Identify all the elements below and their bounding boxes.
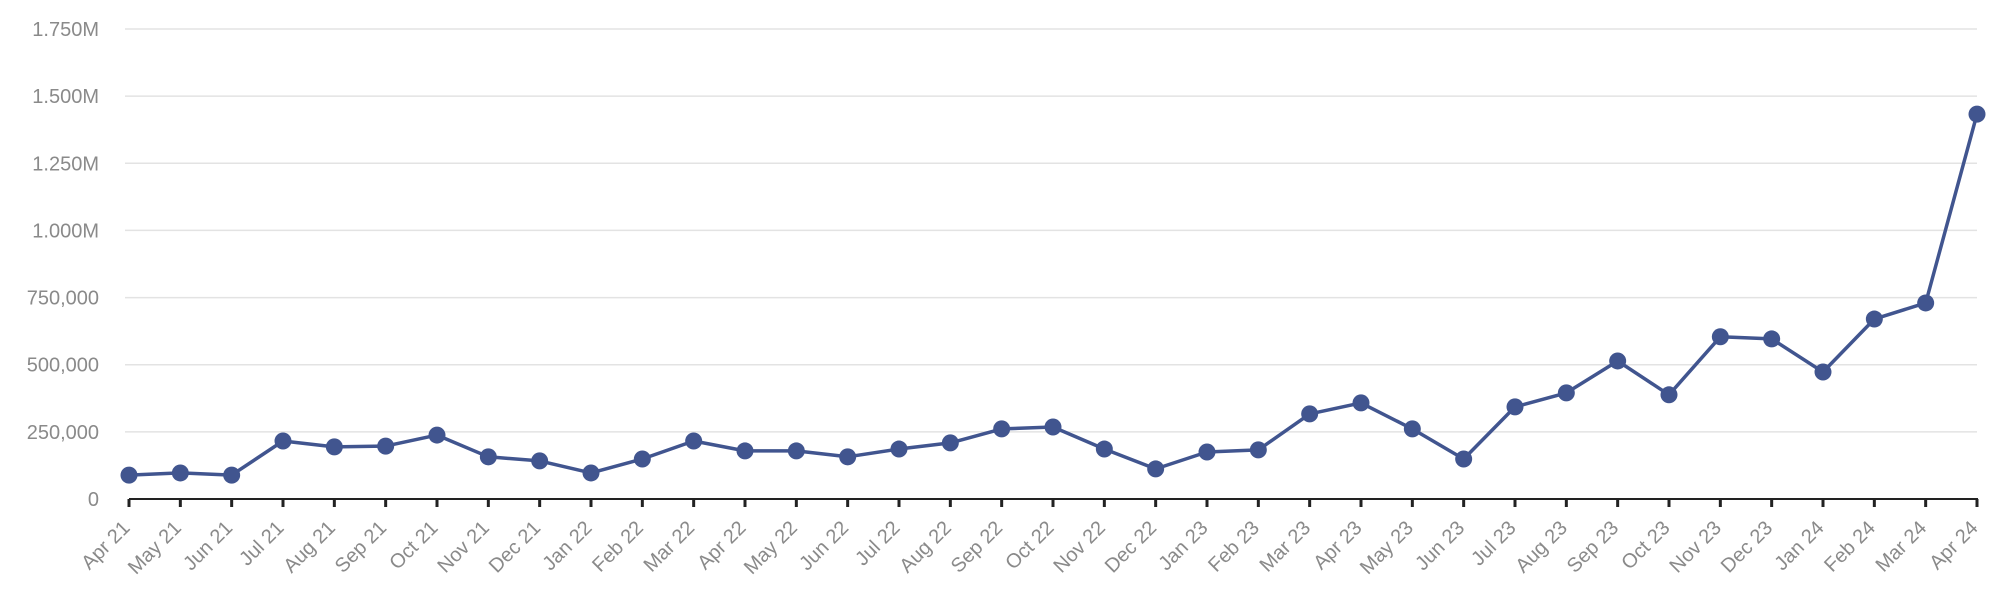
data-point[interactable] — [120, 466, 138, 484]
x-tick-label: Nov 23 — [1665, 517, 1725, 577]
data-point[interactable] — [1044, 418, 1062, 436]
data-point[interactable] — [325, 438, 343, 456]
y-tick-label: 1.000M — [32, 220, 99, 242]
data-point[interactable] — [1814, 363, 1832, 381]
x-tick-label: Jun 23 — [1411, 517, 1469, 575]
data-point[interactable] — [1968, 105, 1986, 123]
x-tick-label: Sep 22 — [947, 517, 1007, 577]
x-tick-label: Oct 23 — [1617, 517, 1674, 574]
data-point[interactable] — [633, 450, 651, 468]
data-point[interactable] — [1711, 328, 1729, 346]
data-point[interactable] — [736, 442, 754, 460]
data-point[interactable] — [428, 426, 446, 444]
data-point[interactable] — [1763, 330, 1781, 348]
x-tick-label: May 22 — [740, 517, 802, 579]
data-point[interactable] — [839, 448, 857, 466]
x-tick-label: Nov 22 — [1049, 517, 1109, 577]
x-tick-label: Dec 21 — [485, 517, 545, 577]
x-tick-label: Feb 24 — [1820, 517, 1880, 577]
data-point[interactable] — [685, 432, 703, 450]
x-tick-label: Mar 24 — [1872, 517, 1932, 577]
x-tick-label: Jun 21 — [179, 517, 237, 575]
x-tick-label: Jan 24 — [1771, 517, 1829, 575]
y-tick-label: 0 — [88, 489, 99, 511]
x-tick-label: Jan 23 — [1155, 517, 1213, 575]
y-tick-label: 1.250M — [32, 153, 99, 175]
data-point[interactable] — [1506, 398, 1524, 416]
x-tick-label: Mar 22 — [640, 517, 700, 577]
data-point[interactable] — [377, 437, 395, 455]
x-tick-label: Sep 23 — [1563, 517, 1623, 577]
x-tick-label: Oct 22 — [1001, 517, 1058, 574]
data-point[interactable] — [1865, 310, 1883, 328]
x-tick-label: Oct 21 — [385, 517, 442, 574]
data-point[interactable] — [274, 432, 292, 450]
data-point[interactable] — [1352, 394, 1370, 412]
data-point[interactable] — [1249, 441, 1267, 459]
x-tick-label: Feb 23 — [1204, 517, 1264, 577]
data-point[interactable] — [1301, 405, 1319, 423]
x-tick-label: Jan 22 — [539, 517, 597, 575]
data-point[interactable] — [223, 466, 241, 484]
data-point[interactable] — [479, 448, 497, 466]
x-tick-label: May 21 — [124, 517, 186, 579]
data-point[interactable] — [1455, 450, 1473, 468]
y-tick-label: 750,000 — [27, 288, 99, 310]
data-point[interactable] — [1147, 460, 1165, 478]
x-tick-label: Dec 23 — [1717, 517, 1777, 577]
data-point[interactable] — [941, 434, 959, 452]
data-point[interactable] — [1557, 384, 1575, 402]
data-point[interactable] — [890, 440, 908, 458]
x-tick-label: Jun 22 — [795, 517, 853, 575]
data-point[interactable] — [787, 442, 805, 460]
x-tick-label: Apr 24 — [1925, 517, 1982, 574]
data-point[interactable] — [1660, 386, 1678, 404]
y-tick-label: 250,000 — [27, 422, 99, 444]
x-tick-label: Aug 22 — [895, 517, 955, 577]
data-point[interactable] — [1095, 440, 1113, 458]
x-tick-label: Nov 21 — [433, 517, 493, 577]
x-tick-label: Aug 21 — [279, 517, 339, 577]
y-tick-label: 1.500M — [32, 86, 99, 108]
x-tick-label: Sep 21 — [331, 517, 391, 577]
data-point[interactable] — [993, 420, 1011, 438]
x-tick-label: May 23 — [1356, 517, 1418, 579]
data-point[interactable] — [1403, 420, 1421, 438]
gridlines — [125, 28, 1977, 433]
x-tick-label: Aug 23 — [1511, 517, 1571, 577]
data-point[interactable] — [1198, 443, 1216, 461]
data-series — [120, 105, 1986, 484]
data-point[interactable] — [1917, 294, 1935, 312]
x-tick-label: Dec 22 — [1101, 517, 1161, 577]
y-tick-label: 1.750M — [32, 19, 99, 41]
x-tick-label: Mar 23 — [1256, 517, 1316, 577]
data-point[interactable] — [1609, 352, 1627, 370]
y-axis: 0 250,000 500,000 750,000 1.000M 1.250M 1.500M… — [27, 19, 99, 511]
data-point[interactable] — [531, 452, 549, 470]
y-tick-label: 500,000 — [27, 355, 99, 377]
x-tick-label: Feb 22 — [588, 517, 648, 577]
data-point[interactable] — [582, 464, 600, 482]
data-point[interactable] — [171, 464, 189, 482]
